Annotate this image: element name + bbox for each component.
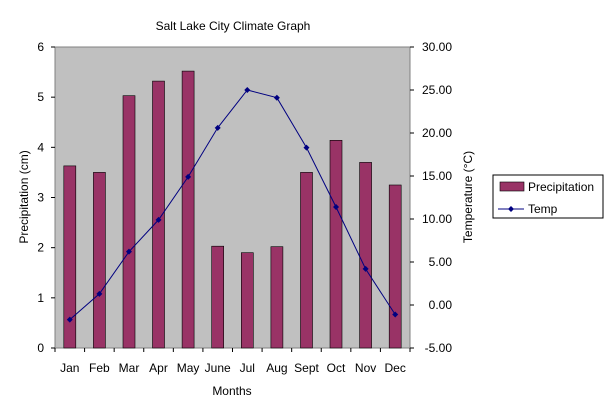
temp-point-jan: [66, 316, 73, 323]
x-tick-label: Nov: [355, 361, 376, 375]
bar-apr: [152, 80, 165, 349]
bar-feb: [93, 172, 106, 349]
y-axis-label: Precipitation (cm): [17, 150, 31, 243]
temp-point-june: [214, 124, 221, 131]
bar-aug: [270, 246, 284, 349]
x-tick-label: Mar: [119, 361, 140, 375]
y-tick-label: 5: [37, 90, 44, 104]
x-axis-label: Months: [212, 384, 251, 398]
legend: Precipitation Temp: [492, 174, 604, 219]
y2-tick-label: 15.00: [422, 169, 452, 183]
chart-title: Salt Lake City Climate Graph: [156, 19, 311, 33]
y2-tick-label: 25.00: [422, 83, 452, 97]
x-tick-label: Oct: [327, 361, 346, 375]
bar-sept: [300, 172, 313, 349]
temp-point-nov: [362, 265, 369, 272]
temp-point-sept: [303, 144, 310, 151]
x-tick-label: Sept: [294, 361, 319, 375]
y-tick-label: 3: [37, 191, 44, 205]
y-tick-label: 1: [37, 291, 44, 305]
legend-label-precipitation: Precipitation: [528, 180, 594, 194]
temp-point-jul: [244, 87, 251, 93]
temp-point-apr: [155, 216, 162, 223]
legend-label-temp: Temp: [528, 202, 558, 216]
temp-line: [69, 89, 396, 320]
y2-tick-label: 30.00: [422, 40, 452, 54]
bar-jul: [241, 252, 254, 349]
x-tick-label: Jul: [240, 361, 255, 375]
x-tick-label: Feb: [89, 361, 110, 375]
temp-point-mar: [125, 248, 132, 255]
bar-oct: [329, 140, 343, 349]
x-tick-label: May: [177, 361, 200, 375]
y2-tick-label: 0.00: [429, 298, 453, 312]
temp-point-feb: [96, 290, 103, 297]
legend-marker-temp: [508, 206, 514, 212]
x-tick-label: Apr: [149, 361, 168, 375]
y-tick-label: 6: [37, 40, 44, 54]
y2-tick-label: 5.00: [429, 255, 453, 269]
bar-mar: [122, 95, 136, 349]
bar-may: [181, 70, 195, 349]
bar-june: [211, 245, 224, 349]
temp-point-oct: [333, 203, 340, 210]
bar-dec: [388, 184, 402, 349]
x-tick-label: Dec: [385, 361, 406, 375]
bar-nov: [359, 162, 372, 349]
x-tick-label: Jan: [60, 361, 79, 375]
y2-tick-label: 20.00: [422, 126, 452, 140]
y2-tick-label: 10.00: [422, 212, 452, 226]
y2-tick-label: -5.00: [425, 341, 453, 355]
y-tick-label: 2: [37, 241, 44, 255]
legend-swatch-precipitation: [499, 181, 525, 192]
x-tick-label: Aug: [266, 361, 287, 375]
plot-area: [54, 46, 411, 349]
temp-point-may: [185, 173, 192, 180]
bar-jan: [63, 165, 77, 349]
temp-point-aug: [273, 94, 280, 101]
y-tick-label: 4: [37, 140, 44, 154]
x-tick-label: June: [205, 361, 231, 375]
temp-point-dec: [392, 311, 399, 318]
y-tick-label: 0: [37, 341, 44, 355]
y2-axis-label: Temperature (°C): [461, 151, 475, 243]
